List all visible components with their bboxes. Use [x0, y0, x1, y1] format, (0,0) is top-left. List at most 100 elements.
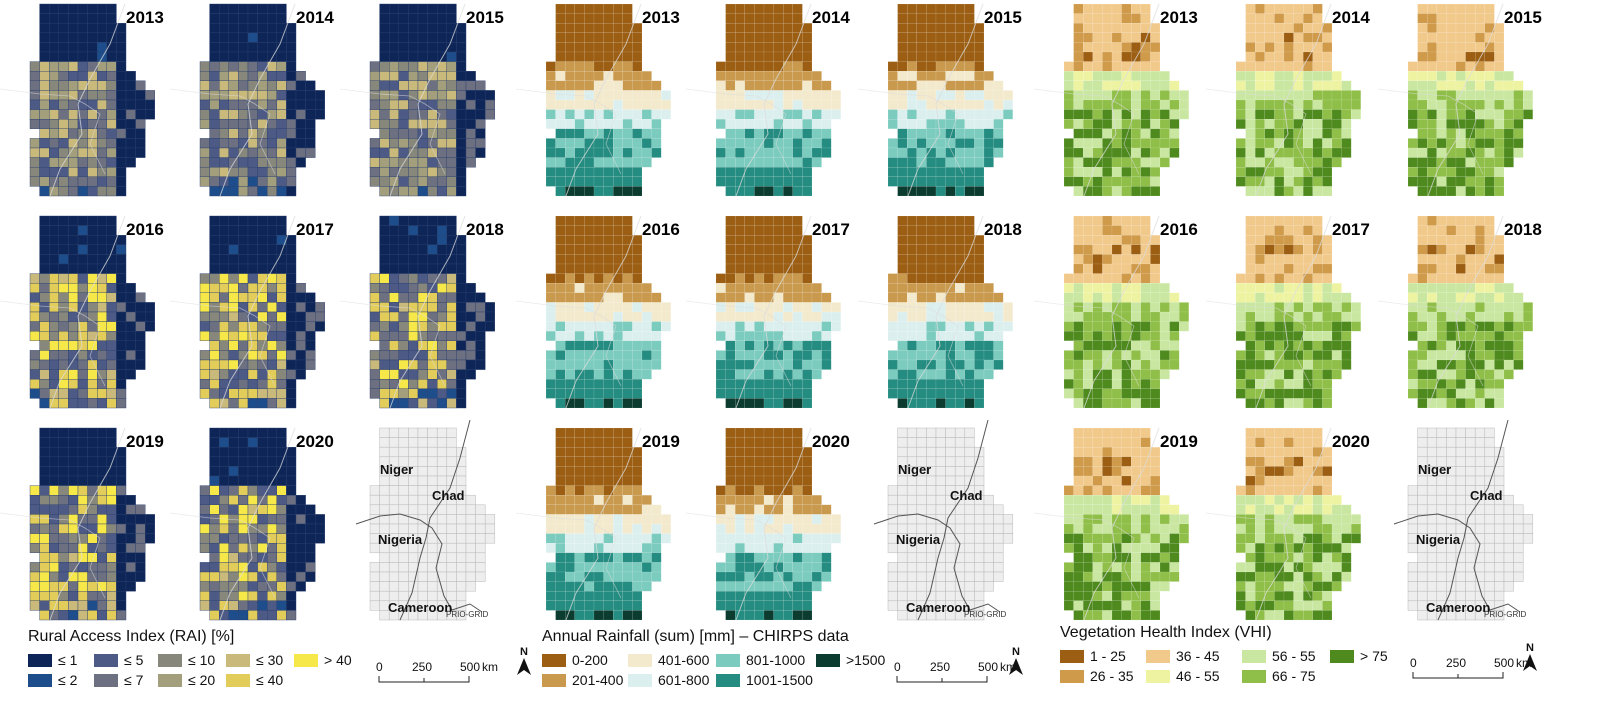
grid-cell: [49, 523, 60, 534]
border-line: [1255, 215, 1332, 409]
grid-cell: [1255, 340, 1266, 351]
grid-cell: [1130, 235, 1141, 246]
grid-cell: [945, 533, 956, 544]
grid-cell: [811, 109, 822, 120]
grid-cell: [1063, 388, 1074, 399]
grid-cell: [436, 244, 447, 255]
grid-cell: [219, 70, 230, 81]
grid-cell: [1245, 186, 1256, 197]
grid-cell: [954, 456, 966, 467]
grid-cell: [715, 118, 726, 129]
grid-cell: [446, 340, 457, 351]
grid-cell: [219, 157, 230, 168]
grid-cell: [1150, 42, 1161, 53]
grid-cell: [209, 378, 220, 389]
grid-cell: [379, 292, 390, 303]
grid-cell: [1302, 254, 1313, 265]
grid-cell: [228, 388, 239, 399]
grid-cell: [754, 254, 765, 265]
grid-cell: [887, 581, 898, 592]
grid-cell: [935, 128, 946, 139]
grid-cell: [305, 523, 316, 534]
grid-cell: [954, 51, 965, 62]
grid-cell: [58, 51, 69, 62]
grid-cell: [1302, 330, 1313, 341]
grid-cell: [802, 32, 813, 43]
grid-cell: [887, 600, 898, 611]
grid-cell: [574, 562, 585, 573]
grid-cell: [286, 42, 297, 53]
grid-cell: [1245, 80, 1256, 91]
grid-cell: [87, 388, 98, 399]
grid-cell: [389, 51, 400, 62]
grid-cell: [545, 292, 556, 303]
grid-cell: [1484, 176, 1495, 187]
grid-cell: [916, 485, 927, 496]
grid-cell: [1083, 225, 1094, 236]
grid-cell: [945, 70, 956, 81]
grid-cell: [773, 138, 784, 149]
grid-cell: [116, 600, 127, 611]
grid-cell: [379, 215, 390, 226]
grid-cell: [29, 514, 40, 525]
grid-cell: [276, 321, 287, 332]
grid-cell: [276, 610, 287, 621]
grid-cell: [974, 80, 985, 91]
grid-cell: [87, 437, 98, 448]
grid-cell: [792, 552, 803, 563]
grid-cell: [821, 321, 832, 332]
grid-cell: [926, 90, 937, 101]
grid-cell: [49, 340, 60, 351]
grid-cell: [754, 235, 765, 246]
grid-cell: [754, 13, 765, 24]
grid-cell: [209, 42, 220, 53]
grid-cell: [1130, 215, 1141, 226]
grid-cell: [763, 302, 774, 313]
grid-cell: [1446, 80, 1457, 91]
grid-cell: [238, 398, 249, 409]
grid-cell: [379, 99, 390, 110]
grid-cell: [632, 581, 643, 592]
grid-cell: [744, 398, 755, 409]
grid-cell: [1073, 273, 1084, 284]
grid-cell: [916, 186, 927, 197]
grid-cell: [792, 109, 803, 120]
grid-cell: [574, 61, 585, 72]
border-line: [1427, 3, 1504, 197]
grid-cell: [906, 437, 918, 448]
grid-cell: [545, 166, 556, 177]
grid-cell: [574, 456, 585, 467]
grid-cell: [49, 147, 60, 158]
grid-cell: [257, 166, 268, 177]
grid-cell: [954, 13, 965, 24]
grid-cell: [1312, 225, 1323, 236]
grid-cell: [1513, 118, 1524, 129]
grid-cell: [219, 523, 230, 534]
grid-cell: [735, 447, 746, 458]
grid-cell: [1063, 166, 1074, 177]
grid-cell: [456, 321, 467, 332]
grid-cell: [238, 61, 249, 72]
grid-cell: [295, 80, 306, 91]
grid-cell: [632, 244, 643, 255]
grid-cell: [1264, 70, 1275, 81]
grid-cell: [417, 350, 428, 361]
grid-cell: [603, 166, 614, 177]
grid-cell: [286, 292, 297, 303]
grid-cell: [1102, 398, 1113, 409]
grid-cell: [792, 514, 803, 525]
grid-cell: [584, 118, 595, 129]
grid-cell: [811, 542, 822, 553]
grid-cell: [1102, 109, 1113, 120]
grid-cell: [773, 590, 784, 601]
grid-cell: [1436, 186, 1447, 197]
grid-cell: [39, 378, 50, 389]
grid-cell: [935, 263, 946, 274]
grid-cell: [1494, 176, 1505, 187]
grid-cell: [1150, 32, 1161, 43]
grid-cell: [446, 542, 457, 554]
grid-cell: [715, 330, 726, 341]
grid-cell: [584, 128, 595, 139]
grid-cell: [926, 225, 937, 236]
grid-cell: [641, 514, 652, 525]
